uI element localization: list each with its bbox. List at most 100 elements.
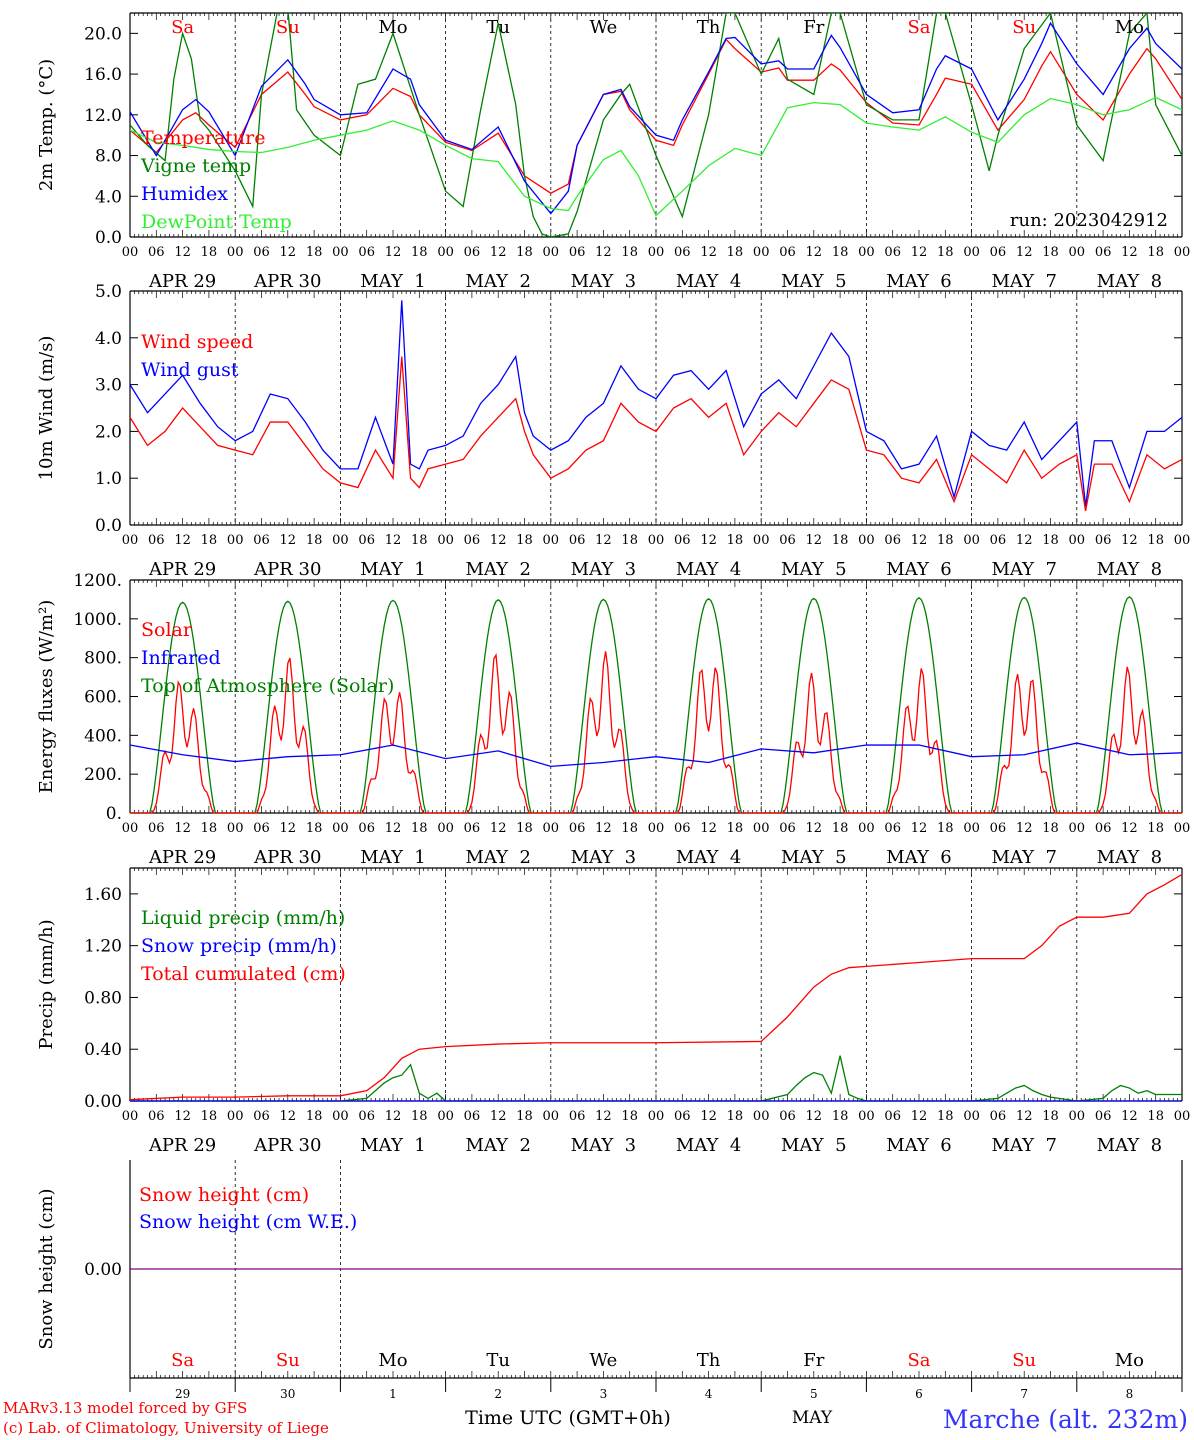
day-number: 29 [175,1387,190,1401]
hour-tick-label: 06 [1095,821,1112,836]
date-label: MAY 1 [360,847,425,868]
hour-tick-label: 18 [727,1109,744,1124]
y-tick-label: 2.0 [95,422,122,442]
date-label: APR 30 [253,559,321,580]
series-group [130,13,1182,237]
hour-tick-label: 18 [1042,821,1059,836]
series-solar [130,651,1182,814]
hour-tick-label: 12 [490,1109,507,1124]
day-number: 8 [1126,1387,1134,1401]
hour-tick-label: 00 [437,821,454,836]
hour-tick-label: 12 [280,533,297,548]
hour-tick-label: 00 [1069,245,1086,260]
hour-tick-label: 06 [358,245,375,260]
hour-tick-label: 00 [1069,533,1086,548]
legend-2: Wind speed Wind gust [141,331,253,381]
hour-tick-label: 12 [911,533,928,548]
y-axis-label: Energy fluxes (W/m²) [36,600,57,794]
date-label: APR 29 [148,1135,216,1156]
hour-tick-label: 18 [201,821,218,836]
hour-tick-label: 00 [437,533,454,548]
hour-tick-label: 06 [148,1109,165,1124]
hour-tick-label: 12 [911,1109,928,1124]
hour-tick-label: 18 [1042,245,1059,260]
panel-4: 0.00 0.40 0.80 1.20 1.60 Precip (mm/h) 00 06 12 1… [36,867,1190,1156]
hour-tick-label: 18 [727,533,744,548]
hour-tick-label: 18 [832,1109,849,1124]
date-label: MAY 4 [676,1135,741,1156]
hour-tick-label: 00 [122,821,139,836]
hour-tick-label: 00 [227,821,244,836]
hour-tick-label: 00 [543,245,560,260]
hour-tick-label: 06 [464,1109,481,1124]
hour-tick-label: 00 [963,1109,980,1124]
hour-tick-label: 00 [753,821,770,836]
hour-tick-label: 12 [385,821,402,836]
y-tick-label: 600. [84,688,122,708]
hour-tick-label: 18 [1147,245,1164,260]
date-label: MAY 8 [1097,847,1162,868]
hour-tick-label: 12 [806,533,823,548]
hour-tick-label: 00 [963,245,980,260]
hour-tick-label: 06 [569,821,586,836]
hour-tick-label: 06 [779,1109,796,1124]
date-label: MAY 5 [781,847,846,868]
date-label: MAY 3 [571,559,636,580]
y-tick-label: 400. [84,726,122,746]
hour-tick-label: 18 [937,821,954,836]
hour-tick-label: 00 [1174,821,1191,836]
footer: MARv3.13 model forced by GFS (c) Lab. of … [3,1399,1188,1437]
weekday-label: We [590,17,618,38]
hour-tick-label: 00 [1069,821,1086,836]
hour-tick-label: 12 [385,533,402,548]
hour-tick-label: 12 [1121,821,1138,836]
day-number: 4 [705,1387,713,1401]
day-number: 30 [280,1387,295,1401]
hour-tick-label: 18 [411,1109,428,1124]
month-label: MAY [792,1408,833,1428]
legend-entry: Temperature [141,127,265,149]
hour-tick-label: 12 [595,821,612,836]
day-number: 6 [915,1387,923,1401]
hour-tick-label: 12 [1016,821,1033,836]
date-label: MAY 4 [676,271,741,292]
weekday-label-bottom: We [590,1350,618,1371]
hour-tick-label: 06 [253,245,270,260]
date-label: MAY 4 [676,559,741,580]
weekday-label: Mo [378,17,407,38]
hour-tick-label: 00 [858,533,875,548]
date-label: MAY 6 [886,271,951,292]
legend-entry: Wind speed [141,331,253,353]
hour-tick-label: 12 [280,821,297,836]
weekday-label: Mo [1115,17,1144,38]
hour-tick-label: 00 [332,245,349,260]
hour-tick-label: 00 [753,1109,770,1124]
hour-tick-label: 12 [174,245,191,260]
series-humidex [130,21,1182,215]
hour-tick-label: 06 [779,821,796,836]
weekday-label: Tu [486,17,510,38]
legend-5: Snow height (cm) Snow height (cm W.E.) [139,1184,357,1233]
hour-tick-label: 18 [516,1109,533,1124]
legend-entry: Snow height (cm) [139,1184,309,1206]
hour-tick-label: 00 [332,821,349,836]
series-infrared [129,742,1183,768]
hour-tick-label: 06 [779,533,796,548]
date-label: MAY 5 [781,1135,846,1156]
weekday-label-bottom: Su [1012,1350,1036,1371]
hour-tick-label: 00 [858,821,875,836]
legend-entry: Wind gust [141,359,239,381]
hour-tick-label: 18 [727,245,744,260]
date-label: MAY 7 [991,271,1056,292]
series-liquid-precip [130,1055,1182,1102]
hour-tick-label: 00 [332,1109,349,1124]
hour-tick-label: 18 [201,245,218,260]
panel-1: 0.0 4.0 8.0 12.0 16.0 20.0 2m Temp. (°C) 00 06 12… [36,12,1190,292]
hour-tick-label: 12 [595,533,612,548]
hour-tick-label: 12 [595,245,612,260]
hour-tick-label: 12 [1121,1109,1138,1124]
date-label: MAY 8 [1097,271,1162,292]
hour-tick-label: 06 [358,533,375,548]
hour-tick-label: 12 [806,245,823,260]
hour-tick-label: 06 [674,1109,691,1124]
